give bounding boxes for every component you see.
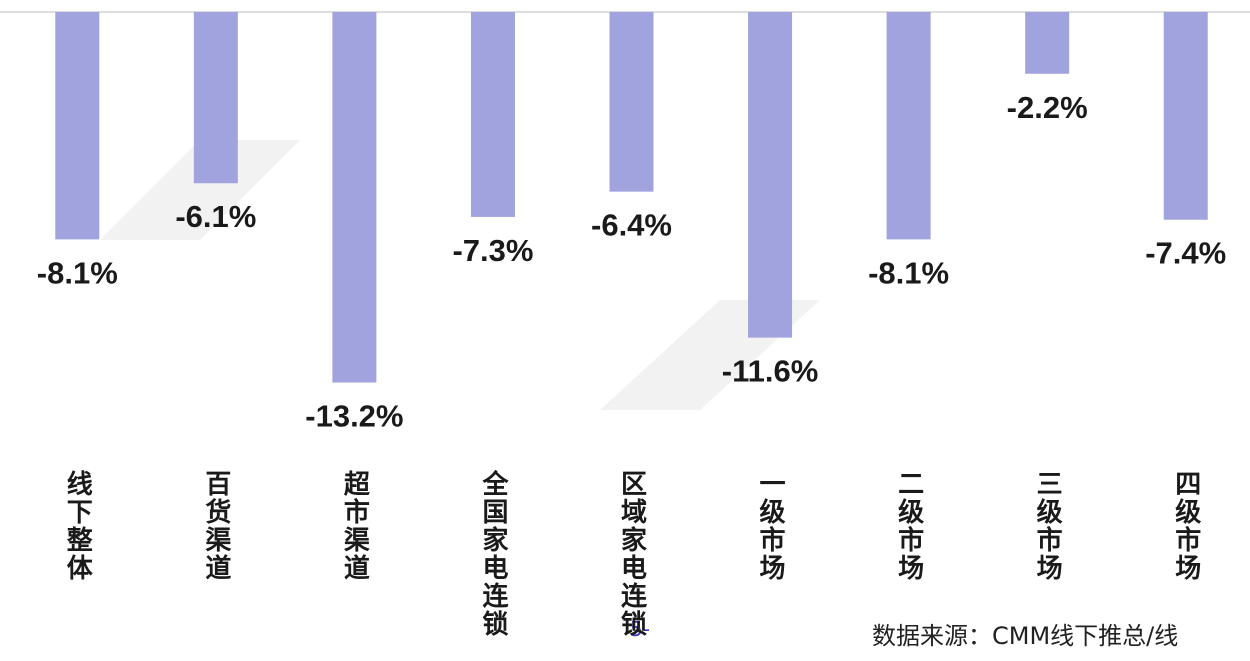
x-tick-label: 线下整体 — [62, 470, 92, 582]
x-tick-label: 三级市场 — [1032, 470, 1062, 582]
bar — [55, 12, 100, 240]
x-tick-label: 全国家电连锁 — [478, 469, 509, 638]
value-label: -6.1% — [175, 199, 256, 234]
value-label: -8.1% — [37, 255, 118, 290]
value-label: -7.4% — [1145, 236, 1226, 271]
value-label: -7.3% — [452, 233, 533, 268]
bar — [609, 12, 654, 192]
value-label: -11.6% — [722, 354, 819, 389]
bar — [1163, 12, 1208, 220]
bar — [193, 12, 238, 184]
bar — [1025, 12, 1070, 74]
x-tick-label: 二级市场 — [894, 470, 924, 582]
value-label: -2.2% — [1007, 90, 1088, 125]
bar — [332, 12, 377, 383]
x-tick-label: 一级市场 — [755, 470, 785, 582]
bar — [886, 12, 931, 240]
bar — [470, 12, 515, 217]
bar — [748, 12, 793, 338]
x-tick-label: 百货渠道 — [201, 470, 231, 582]
x-tick-label: 区域家电连锁 — [617, 470, 647, 638]
value-label: -8.1% — [868, 255, 949, 290]
page-number: 5- — [630, 617, 650, 641]
x-tick-label: 超市渠道 — [339, 470, 369, 582]
x-tick-label: 四级市场 — [1171, 470, 1201, 582]
source-note: 数据来源：CMM线下推总/线 — [872, 622, 1178, 650]
value-label: -6.4% — [591, 208, 672, 243]
value-label: -13.2% — [305, 399, 403, 434]
